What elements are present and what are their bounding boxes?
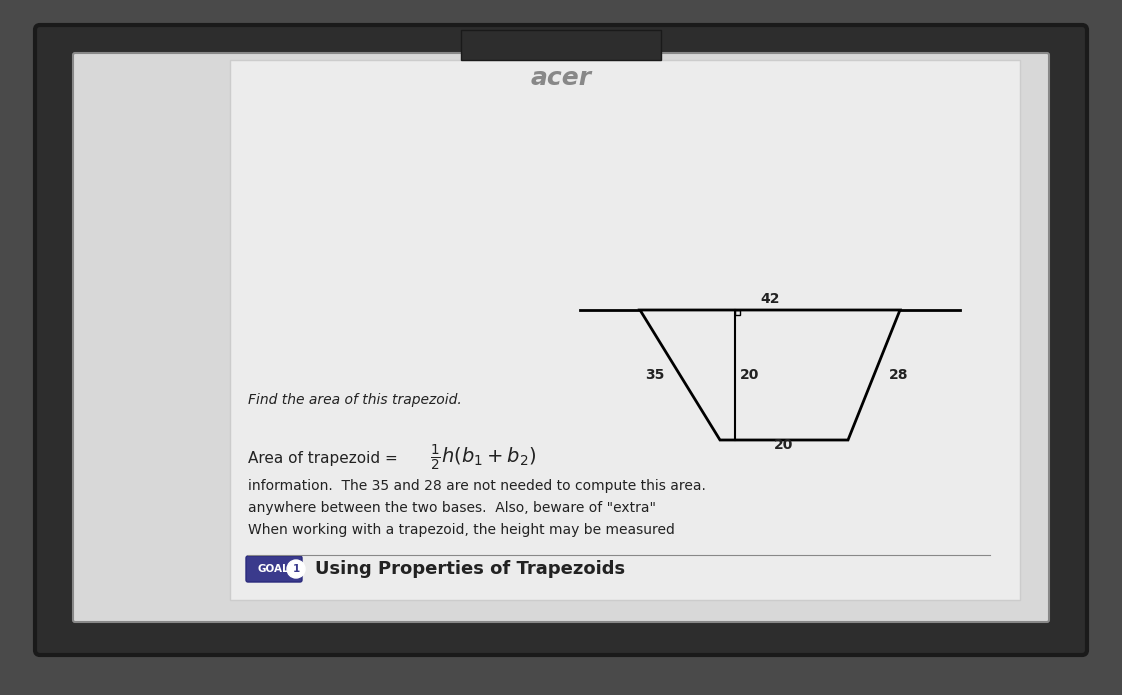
FancyBboxPatch shape (246, 556, 302, 582)
Text: Using Properties of Trapezoids: Using Properties of Trapezoids (315, 560, 625, 578)
Text: acer: acer (531, 66, 591, 90)
Circle shape (287, 560, 305, 578)
Text: $\frac{1}{2}h(b_1+b_2)$: $\frac{1}{2}h(b_1+b_2)$ (430, 443, 536, 473)
Bar (461, 30, 661, 60)
FancyBboxPatch shape (230, 60, 1020, 600)
Text: When working with a trapezoid, the height may be measured: When working with a trapezoid, the heigh… (248, 523, 674, 537)
Text: anywhere between the two bases.  Also, beware of "extra": anywhere between the two bases. Also, be… (248, 501, 656, 515)
Text: 35: 35 (645, 368, 665, 382)
FancyBboxPatch shape (73, 53, 1049, 622)
Text: 20: 20 (774, 438, 793, 452)
Text: information.  The 35 and 28 are not needed to compute this area.: information. The 35 and 28 are not neede… (248, 479, 706, 493)
Text: 28: 28 (889, 368, 909, 382)
Text: 42: 42 (761, 292, 780, 306)
Text: Find the area of this trapezoid.: Find the area of this trapezoid. (248, 393, 462, 407)
Text: 20: 20 (741, 368, 760, 382)
Text: GOAL: GOAL (258, 564, 289, 574)
Text: Area of trapezoid =: Area of trapezoid = (248, 450, 403, 466)
FancyBboxPatch shape (35, 25, 1087, 655)
Text: 1: 1 (293, 564, 300, 574)
Bar (735, 310, 741, 315)
